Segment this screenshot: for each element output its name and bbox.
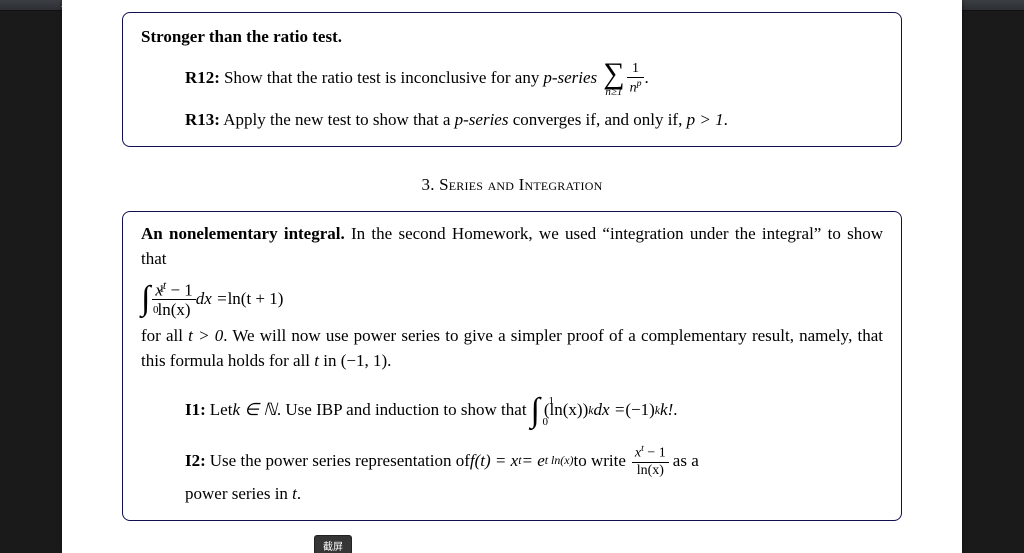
problem-r13: R13: Apply the new test to show that a p…	[185, 108, 883, 133]
exercise-box-ratio-test: Stronger than the ratio test. R12: Show …	[122, 12, 902, 147]
screenshot-badge[interactable]: 截屏	[314, 535, 352, 553]
r12-fraction: 1 np	[627, 62, 645, 96]
r12-period: .	[644, 66, 648, 91]
r12-text: Show that the ratio test is inconclusive…	[224, 66, 539, 91]
label-r13: R13:	[185, 110, 220, 129]
display-equation-1: ∫ 1 0 xt − 1 ln(x) dx = ln(t + 1)	[141, 280, 283, 319]
box2-para2: for all t > 0. We will now use power ser…	[141, 324, 883, 373]
label-i2: I2:	[185, 449, 206, 474]
i2-fraction: xt − 1 ln(x)	[632, 444, 669, 478]
r12-pseries: p-series	[543, 66, 597, 91]
box2-heading: An nonelementary integral. In the second…	[141, 222, 883, 271]
document-page: Stronger than the ratio test. R12: Show …	[62, 0, 962, 553]
problem-i1: I1: Let k ∈ ℕ . Use IBP and induction to…	[185, 396, 678, 427]
problem-i2: I2: Use the power series representation …	[185, 444, 699, 478]
integral-icon: ∫ 1 0	[531, 396, 540, 427]
problem-r12: R12: Show that the ratio test is inconcl…	[185, 60, 649, 98]
section-heading: 3. Series and Integration	[62, 175, 962, 195]
label-r12: R12:	[185, 66, 220, 91]
box1-title: Stronger than the ratio test.	[141, 25, 883, 50]
integral-icon: ∫ 1 0	[141, 284, 150, 315]
sigma-icon: ∑ n≥1	[603, 60, 624, 98]
exercise-box-integration: An nonelementary integral. In the second…	[122, 211, 902, 521]
problem-i2-line2: power series in t.	[185, 482, 883, 507]
label-i1: I1:	[185, 398, 206, 423]
